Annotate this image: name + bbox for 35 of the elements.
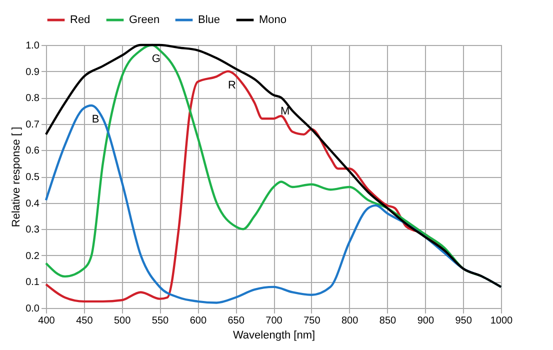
- y-tick-label: 0.6: [26, 146, 40, 157]
- y-tick-label: 0.9: [26, 66, 40, 78]
- x-tick-label: 950: [455, 316, 472, 326]
- x-tick-label: 450: [76, 316, 94, 326]
- annotation: B: [92, 113, 100, 126]
- x-tick-label: 800: [341, 316, 359, 326]
- y-axis-title: Relative response [ ]: [10, 126, 23, 228]
- legend-label: Mono: [259, 14, 287, 26]
- line-series: [44, 44, 502, 288]
- legend-label: Red: [70, 14, 90, 26]
- x-tick-label: 600: [190, 316, 207, 326]
- x-tick-label: 400: [38, 316, 56, 326]
- y-tick-label: 1.0: [26, 40, 40, 52]
- y-tick-label: 0.7: [26, 119, 40, 130]
- x-tick-label: 500: [114, 316, 132, 326]
- y-tick-label: 0.1: [26, 277, 40, 288]
- y-tick-label: 0.4: [26, 198, 40, 210]
- y-tick-label: 0.2: [26, 250, 40, 262]
- y-tick-label: 0.0: [26, 304, 40, 314]
- x-tick-label: 1000: [490, 316, 514, 326]
- x-axis-title: Wavelength [nm]: [232, 330, 316, 342]
- annotation: R: [228, 79, 236, 92]
- x-tick-label: 650: [228, 316, 245, 326]
- legend-label: Blue: [198, 14, 220, 26]
- x-tick-label: 700: [266, 316, 283, 326]
- x-tick-label: 850: [379, 316, 397, 326]
- y-tick-label: 0.8: [26, 93, 40, 104]
- y-tick-label: 0.5: [26, 172, 40, 183]
- x-tick-label: 550: [152, 316, 170, 326]
- legend-label: Green: [129, 14, 160, 26]
- annotation: M: [280, 106, 290, 118]
- annotation: G: [152, 53, 160, 65]
- x-tick-label: 750: [304, 316, 321, 326]
- y-tick-label: 0.3: [26, 224, 40, 236]
- x-tick-label: 900: [417, 316, 434, 326]
